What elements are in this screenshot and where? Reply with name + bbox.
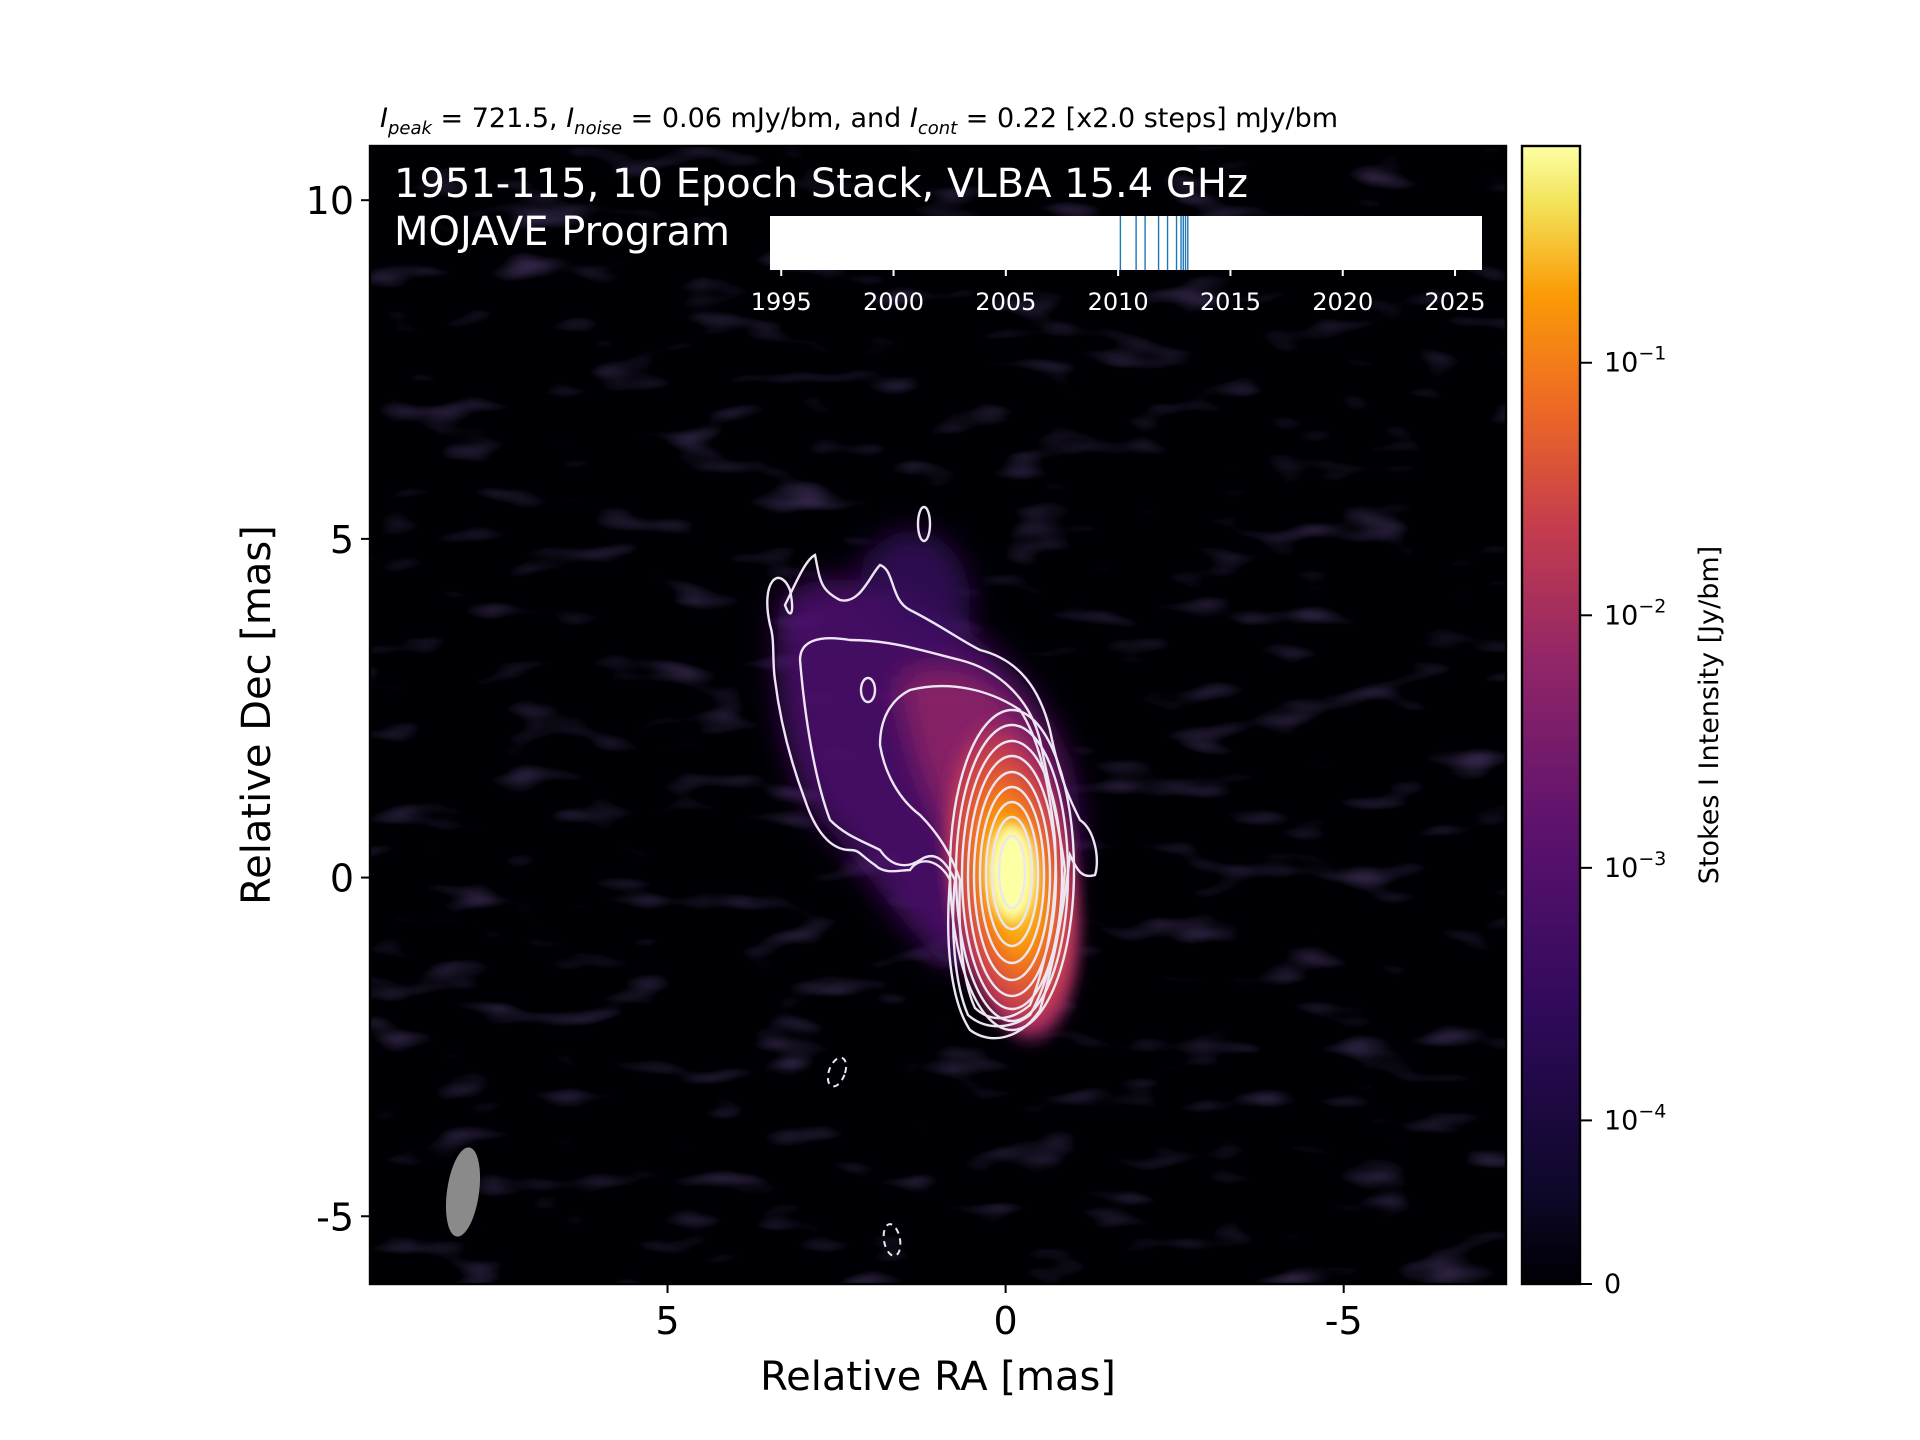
- y-tick-label: 10: [306, 179, 354, 223]
- colorbar: 10−1 10−2 10−3 10−4 0 Stokes I Intensity [Jy…: [1520, 144, 1725, 1300]
- timeline-tick-label: 1995: [751, 288, 812, 316]
- y-axis: 10 5 0 -5: [306, 179, 370, 1239]
- colorbar-tick-label: 10−1: [1604, 343, 1666, 379]
- x-tick-label: 5: [655, 1299, 679, 1343]
- epoch-timeline: 1995 2000 2005 2010 2015 2020 2025: [751, 216, 1486, 316]
- colorbar-label: Stokes I Intensity [Jy/bm]: [1694, 546, 1725, 884]
- timeline-tick-label: 2025: [1425, 288, 1486, 316]
- y-tick-label: -5: [316, 1195, 354, 1239]
- x-tick-label: -5: [1325, 1299, 1363, 1343]
- timeline-tick-label: 2000: [863, 288, 924, 316]
- y-axis-label: Relative Dec [mas]: [234, 525, 280, 905]
- source-title: 1951-115, 10 Epoch Stack, VLBA 15.4 GHz: [394, 161, 1248, 207]
- x-tick-label: 0: [994, 1299, 1018, 1343]
- colorbar-tick-label: 0: [1604, 1269, 1621, 1300]
- y-tick-label: 0: [330, 857, 354, 901]
- timeline-tick-label: 2005: [975, 288, 1036, 316]
- image-frame: [368, 144, 1508, 1286]
- timeline-tick-label: 2010: [1088, 288, 1149, 316]
- beam-ellipse: [445, 1147, 481, 1237]
- contour-set: [766, 505, 1099, 1040]
- timeline-tick-label: 2020: [1312, 288, 1373, 316]
- negative-contours: [826, 1056, 902, 1257]
- program-name: MOJAVE Program: [394, 209, 730, 255]
- timeline-tick-label: 2015: [1200, 288, 1261, 316]
- y-tick-label: 5: [330, 518, 354, 562]
- image-panel: 1951-115, 10 Epoch Stack, VLBA 15.4 GHz …: [370, 146, 1506, 1284]
- colorbar-tick-label: 10−4: [1604, 1100, 1666, 1136]
- x-axis: 5 0 -5: [655, 1284, 1363, 1343]
- x-axis-label: Relative RA [mas]: [760, 1354, 1116, 1400]
- intensity-summary: Ipeak = 721.5, Inoise = 0.06 mJy/bm, and…: [380, 103, 1338, 139]
- colorbar-tick-label: 10−2: [1604, 595, 1666, 631]
- colorbar-tick-label: 10−3: [1604, 848, 1666, 884]
